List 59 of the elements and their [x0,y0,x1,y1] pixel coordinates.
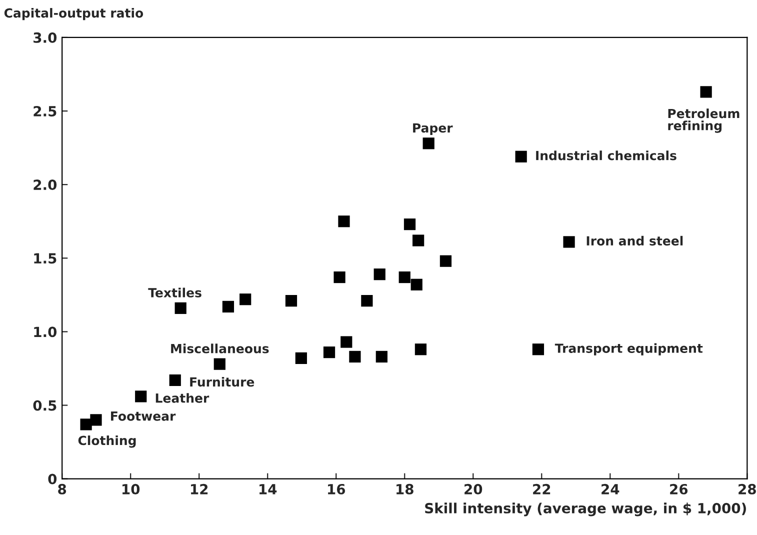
point [422,138,434,150]
annotation: Footwear [111,412,176,421]
x-tick-label: 24 [602,484,620,494]
y-tick-label: 0.5 [33,400,56,411]
point [376,350,388,363]
point [412,234,424,246]
point [214,358,226,370]
x-tick-label: 14 [260,484,277,494]
point [404,218,416,230]
annotation: Textiles [148,288,202,298]
point [135,390,147,402]
annotation: Petroleum refining [668,108,740,133]
y-tick-label: 0 [48,474,57,484]
annotation: Industrial chemicals [536,150,676,160]
point [515,150,527,162]
x-tick-label: 8 [58,484,66,494]
point [323,346,336,358]
annotation: Leather [156,393,210,403]
point [410,278,422,290]
x-tick-label: 22 [533,484,550,494]
point [340,336,352,348]
point [285,294,298,307]
x-tick-label: 12 [190,484,208,494]
y-tick-label: 2.0 [34,180,57,190]
y-tick-label: 2.5 [34,106,56,116]
point [174,302,186,314]
point [334,271,346,284]
point [374,268,386,280]
y-tick-label: 3.0 [34,32,57,43]
point [295,352,307,364]
x-tick-label: 18 [396,484,414,494]
point [563,236,575,248]
point [414,344,427,356]
x-tick-label: 28 [738,484,756,494]
point [222,300,234,312]
point [240,294,252,306]
y-tick-label: 1.5 [34,253,56,264]
point [349,350,361,363]
point [398,271,410,284]
x-tick-label: 16 [328,484,346,494]
annotation: Transport equipment [554,343,703,356]
annotation: Iron and steel [586,236,683,246]
point [361,294,373,307]
point [80,418,92,430]
annotation: Miscellaneous [171,344,269,354]
y-axis-title: Capital-output ratio [4,8,144,20]
point [532,344,544,356]
x-tick-label: 20 [464,484,482,494]
point [169,374,181,386]
annotation: Paper [413,123,453,136]
annotation: Furniture [190,376,254,387]
x-axis-title: Skill intensity (average wage, in $ 1,000) [425,502,746,516]
x-tick-label: 10 [122,484,140,494]
annotation: Clothing [78,436,136,448]
point [440,255,452,267]
point [700,86,712,98]
x-tick-label: 26 [670,484,688,494]
y-tick-label: 1.0 [34,326,57,338]
point [338,216,350,228]
